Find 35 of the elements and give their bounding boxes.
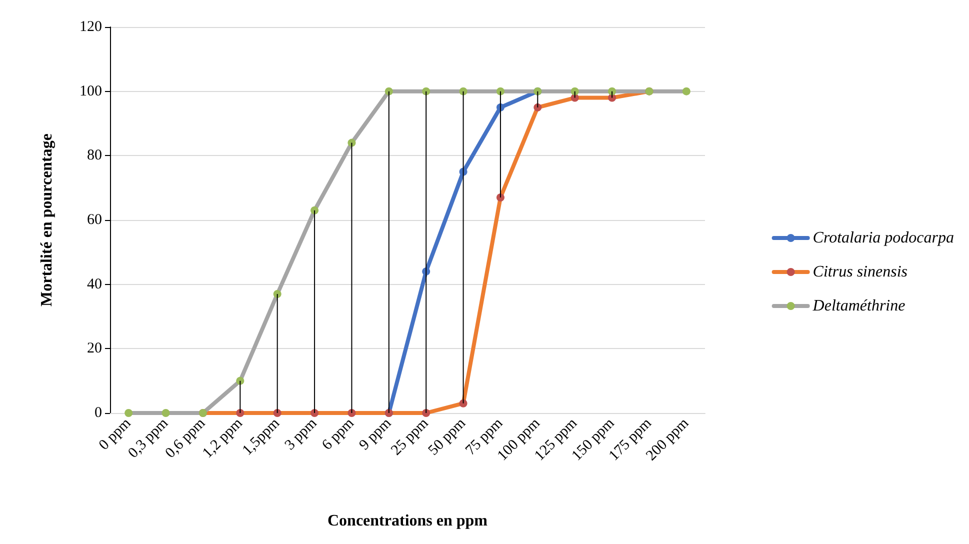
legend-label: Deltaméthrine [812, 298, 906, 314]
point [422, 409, 430, 417]
point [236, 409, 244, 417]
legend-label: Citrus sinensis [812, 264, 908, 280]
x-tick-label: 6 ppm [319, 415, 358, 454]
point [273, 409, 282, 417]
point [310, 206, 319, 214]
y-tick-label: 80 [87, 148, 102, 164]
point [459, 399, 468, 408]
y-axis-title: Mortalité en pourcentage [38, 134, 56, 306]
point [348, 138, 356, 147]
x-axis-title: Concentrations en ppm [327, 512, 488, 530]
y-tick-label: 40 [87, 276, 102, 292]
y-tick-label: 100 [80, 83, 102, 100]
point [348, 409, 356, 417]
point [459, 87, 468, 96]
legend-label: Crotalaria podocarpa [812, 230, 954, 246]
point [496, 87, 504, 96]
point [534, 103, 542, 112]
point [608, 87, 616, 96]
point [310, 409, 319, 417]
point [570, 87, 579, 96]
point [124, 409, 133, 417]
y-tick-label: 20 [87, 340, 102, 357]
point [236, 376, 244, 385]
y-tick-label: 120 [80, 19, 102, 35]
point [273, 290, 282, 298]
point [682, 87, 690, 96]
point [422, 87, 430, 96]
y-tick-label: 60 [87, 212, 102, 228]
x-tick-label: 3 ppm [282, 415, 320, 454]
y-tick-label: 0 [94, 405, 102, 421]
point [162, 409, 170, 417]
point [496, 193, 504, 202]
point [384, 87, 393, 96]
